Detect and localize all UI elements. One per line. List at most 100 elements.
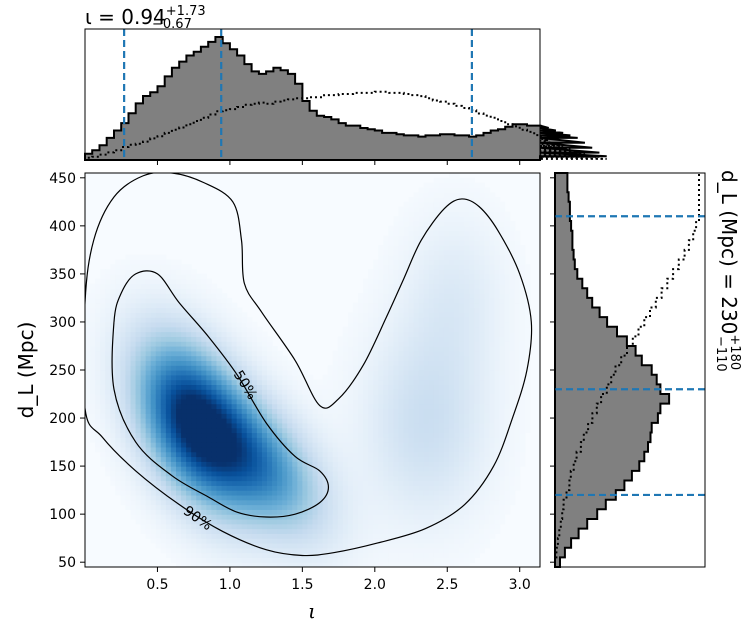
heatmap-cell (479, 297, 485, 304)
heatmap-cell (282, 403, 288, 410)
heatmap-cell (418, 288, 425, 294)
heatmap-cell (433, 480, 440, 486)
heatmap-cell (261, 557, 268, 563)
heatmap-cell (352, 321, 359, 328)
heatmap-cell (408, 384, 415, 390)
heatmap-cell (297, 475, 303, 482)
heatmap-cell (368, 547, 374, 554)
heatmap-cell (292, 451, 298, 458)
heatmap-cell (216, 293, 223, 299)
heatmap-cell (469, 403, 475, 410)
heatmap-cell (216, 365, 223, 371)
heatmap-cell (216, 302, 223, 309)
heatmap-cell (383, 249, 389, 256)
heatmap-cell (449, 365, 455, 371)
heatmap-cell (120, 494, 127, 501)
heatmap-cell (176, 422, 182, 429)
heatmap-cell (196, 461, 202, 467)
heatmap-cell (221, 379, 228, 386)
heatmap-cell (312, 547, 319, 554)
heatmap-cell (484, 331, 491, 337)
heatmap-cell (413, 499, 420, 506)
heatmap-cell (443, 225, 450, 232)
heatmap-cell (388, 225, 394, 232)
heatmap-cell (287, 379, 293, 386)
heatmap-cell (368, 394, 374, 400)
heatmap-cell (90, 355, 96, 361)
heatmap-cell (433, 533, 440, 539)
heatmap-cell (181, 312, 187, 318)
heatmap-cell (241, 408, 248, 414)
heatmap-cell (181, 403, 187, 410)
heatmap-cell (100, 317, 106, 323)
heatmap-cell (378, 504, 384, 510)
heatmap-cell (160, 413, 167, 419)
heatmap-cell (110, 461, 116, 467)
heatmap-cell (231, 518, 238, 525)
heatmap-cell (443, 312, 450, 318)
heatmap-cell (216, 297, 223, 304)
heatmap-cell (277, 552, 283, 558)
heatmap-cell (256, 408, 263, 414)
heatmap-cell (130, 259, 137, 265)
heatmap-cell (489, 374, 496, 381)
heatmap-cell (423, 379, 430, 386)
heatmap-cell (423, 528, 430, 534)
heatmap-cell (322, 542, 329, 549)
heatmap-cell (115, 374, 121, 381)
heatmap-cell (115, 422, 121, 429)
heatmap-cell (186, 533, 192, 539)
heatmap-cell (454, 312, 460, 318)
heatmap-cell (140, 432, 147, 438)
heatmap-cell (110, 302, 116, 309)
heatmap-cell (403, 451, 410, 458)
heatmap-cell (317, 523, 324, 530)
heatmap-cell (317, 389, 324, 395)
heatmap-cell (449, 278, 455, 285)
heatmap-cell (302, 370, 309, 376)
heatmap-cell (125, 321, 132, 328)
heatmap-cell (307, 427, 314, 434)
heatmap-cell (443, 394, 450, 400)
heatmap-cell (398, 418, 405, 424)
heatmap-cell (176, 403, 182, 410)
heatmap-cell (484, 288, 491, 294)
heatmap-cell (256, 432, 263, 438)
heatmap-cell (489, 528, 496, 534)
heatmap-cell (464, 389, 470, 395)
heatmap-cell (469, 331, 475, 337)
heatmap-cell (160, 331, 167, 337)
heatmap-cell (347, 432, 354, 438)
heatmap-cell (484, 533, 491, 539)
heatmap-cell (272, 408, 278, 414)
heatmap-cell (418, 451, 425, 458)
heatmap-cell (504, 297, 511, 304)
heatmap-cell (378, 538, 384, 544)
heatmap-cell (368, 418, 374, 424)
heatmap-cell (282, 557, 288, 563)
heatmap-cell (322, 451, 329, 458)
heatmap-cell (358, 341, 364, 347)
heatmap-cell (479, 408, 485, 414)
heatmap-cell (292, 528, 298, 534)
heatmap-cell (403, 413, 410, 419)
heatmap-cell (383, 533, 389, 539)
heatmap-cell (317, 398, 324, 405)
heatmap-cell (489, 350, 496, 357)
heatmap-cell (181, 470, 187, 477)
heatmap-cell (105, 312, 111, 318)
heatmap-cell (181, 456, 187, 462)
heatmap-cell (408, 201, 415, 208)
heatmap-cell (484, 379, 491, 386)
heatmap-cell (125, 394, 132, 400)
heatmap-cell (297, 418, 303, 424)
heatmap-cell (191, 427, 197, 434)
heatmap-cell (378, 293, 384, 299)
heatmap-cell (449, 528, 455, 534)
heatmap-cell (332, 547, 339, 554)
heatmap-cell (206, 326, 212, 333)
heatmap-cell (236, 350, 243, 357)
heatmap-cell (358, 451, 364, 458)
heatmap-cell (484, 403, 491, 410)
heatmap-cell (342, 451, 349, 458)
